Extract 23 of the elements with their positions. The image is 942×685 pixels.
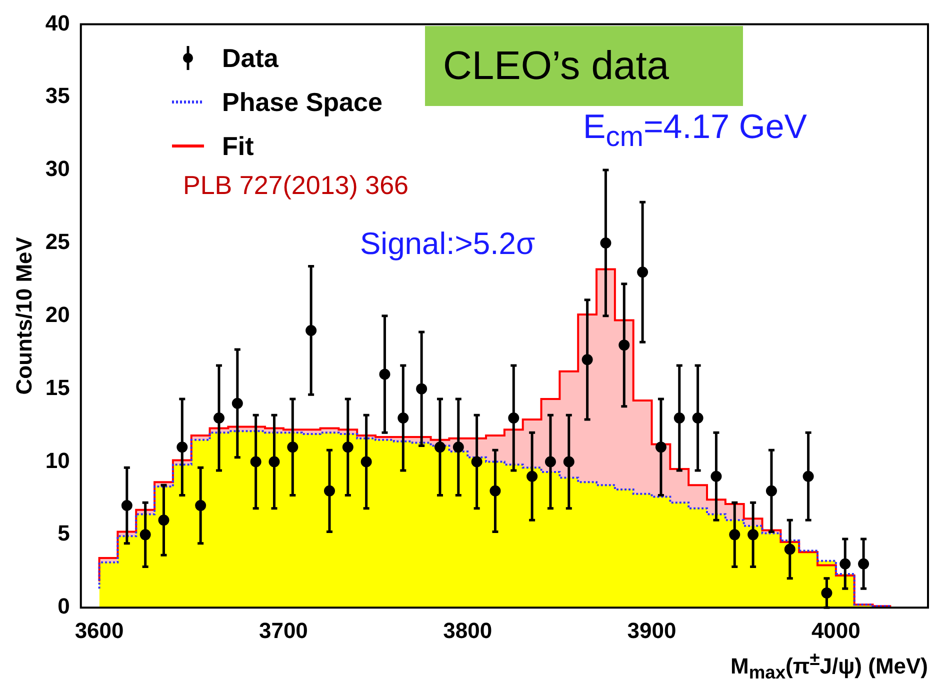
y-axis-title: Counts/10 MeV	[11, 236, 36, 395]
x-axis-title: M$_{max}$(π$^{±}$J/ψ) (MeV)	[730, 648, 928, 684]
y-tick-label: 15	[45, 374, 70, 400]
y-tick-label: 5	[58, 520, 70, 546]
x-tick-label: 4000	[811, 618, 860, 643]
annotation: E$_{cm}$=4.17 GeV	[583, 108, 807, 154]
annotation: Signal:>5.2σ	[360, 226, 536, 262]
legend-label: Phase Space	[222, 86, 382, 119]
x-tick-label: 3700	[258, 618, 308, 643]
legend-label: Fit	[222, 130, 254, 163]
y-tick-label: 40	[45, 10, 70, 36]
x-tick-label: 3800	[443, 618, 492, 643]
y-tick-label: 10	[45, 448, 70, 473]
x-tick-label: 3900	[627, 618, 676, 643]
legend-label: Data	[222, 42, 278, 75]
x-tick-label: 3600	[74, 618, 124, 643]
annotation: CLEO’s data	[425, 26, 743, 106]
y-tick-label: 35	[45, 83, 70, 108]
y-tick-label: 30	[45, 156, 70, 182]
annotation: PLB 727(2013) 366	[183, 170, 409, 201]
y-tick-label: 20	[45, 302, 70, 327]
y-tick-label: 0	[58, 594, 70, 619]
y-tick-label: 25	[45, 229, 70, 254]
